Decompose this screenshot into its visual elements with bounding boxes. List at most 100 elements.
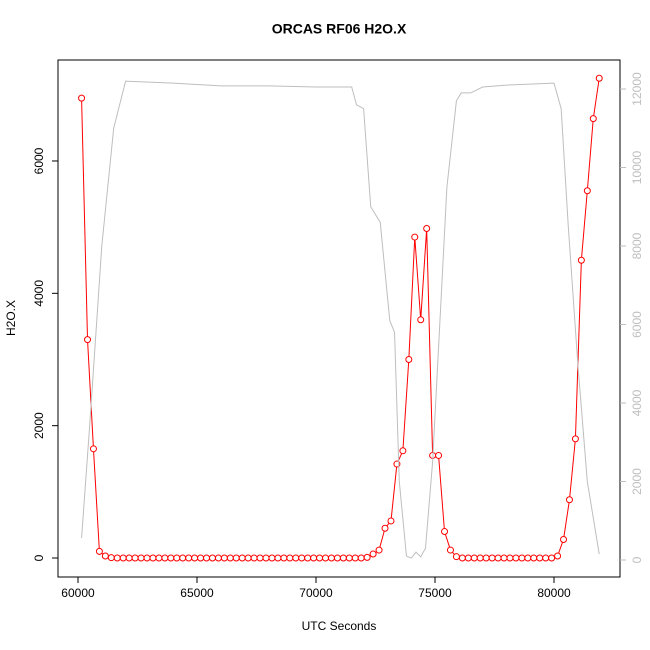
data-point	[548, 554, 556, 562]
data-point	[316, 554, 324, 562]
data-point	[494, 554, 502, 562]
data-point	[167, 554, 175, 562]
y-tick-label: 0	[32, 554, 46, 561]
data-point	[298, 554, 306, 562]
data-point	[530, 554, 538, 562]
data-point	[500, 554, 508, 562]
data-point	[185, 554, 193, 562]
data-point	[137, 554, 145, 562]
data-point	[595, 74, 603, 82]
data-point	[125, 554, 133, 562]
y-axis-label: H2O.X	[4, 300, 18, 336]
y2-tick-label: 2000	[630, 468, 644, 495]
y-tick-label: 4000	[32, 280, 46, 307]
data-point	[583, 187, 591, 195]
data-point	[458, 554, 466, 562]
data-point	[589, 115, 597, 123]
data-point	[256, 554, 264, 562]
data-point	[78, 94, 86, 102]
data-point	[327, 554, 335, 562]
data-point	[399, 447, 407, 455]
data-point	[173, 554, 181, 562]
data-point	[405, 355, 413, 363]
data-point	[488, 554, 496, 562]
data-point	[101, 552, 109, 560]
data-point	[536, 554, 544, 562]
data-point	[95, 547, 103, 555]
data-point	[113, 554, 121, 562]
data-point	[363, 553, 371, 561]
data-point	[143, 554, 151, 562]
data-point	[554, 552, 562, 560]
data-point	[435, 451, 443, 459]
y2-tick-label: 8000	[630, 232, 644, 259]
data-point	[274, 554, 282, 562]
data-point	[238, 554, 246, 562]
y-tick-label: 6000	[32, 147, 46, 174]
y2-tick-label: 4000	[630, 389, 644, 416]
data-point	[268, 554, 276, 562]
data-point	[107, 554, 115, 562]
data-point	[161, 554, 169, 562]
data-point	[179, 554, 187, 562]
data-point	[542, 554, 550, 562]
x-tick-label: 65000	[180, 586, 214, 600]
data-point	[441, 528, 449, 536]
data-point	[375, 546, 383, 554]
data-point	[203, 554, 211, 562]
data-point	[220, 554, 228, 562]
data-point	[131, 554, 139, 562]
data-point	[381, 524, 389, 532]
data-point	[197, 554, 205, 562]
y2-tick-label: 0	[630, 556, 644, 563]
data-point	[518, 554, 526, 562]
x-tick-label: 70000	[299, 586, 333, 600]
data-point	[560, 535, 568, 543]
data-point	[119, 554, 127, 562]
x-tick-label: 75000	[418, 586, 452, 600]
y2-tick-label: 6000	[630, 311, 644, 338]
data-point	[286, 554, 294, 562]
data-point	[280, 554, 288, 562]
data-point	[351, 554, 359, 562]
data-point	[470, 554, 478, 562]
data-point	[577, 256, 585, 264]
data-point	[417, 316, 425, 324]
data-point	[565, 496, 573, 504]
data-point	[89, 445, 97, 453]
data-point	[322, 554, 330, 562]
plot-frame	[57, 59, 621, 578]
data-point	[232, 554, 240, 562]
data-point	[339, 554, 347, 562]
data-line	[81, 80, 600, 559]
data-point	[387, 517, 395, 525]
data-point	[446, 546, 454, 554]
data-point	[292, 554, 300, 562]
data-point	[304, 554, 312, 562]
x-axis-label: UTC Seconds	[302, 619, 377, 633]
data-point	[571, 435, 579, 443]
data-point	[345, 554, 353, 562]
data-point	[226, 554, 234, 562]
data-point	[452, 553, 460, 561]
chart-title: ORCAS RF06 H2O.X	[272, 21, 407, 37]
data-point	[357, 554, 365, 562]
data-point	[512, 554, 520, 562]
data-point	[482, 554, 490, 562]
data-point	[333, 554, 341, 562]
data-point	[208, 554, 216, 562]
data-point	[191, 554, 199, 562]
data-point	[464, 554, 472, 562]
data-point	[411, 233, 419, 241]
y2-tick-label: 12000	[630, 72, 644, 106]
data-point	[214, 554, 222, 562]
x-tick-label: 80000	[537, 586, 571, 600]
data-point	[155, 554, 163, 562]
data-point	[506, 554, 514, 562]
data-point	[310, 554, 318, 562]
x-tick-label: 60000	[61, 586, 95, 600]
data-point	[84, 336, 92, 344]
data-point	[250, 554, 258, 562]
